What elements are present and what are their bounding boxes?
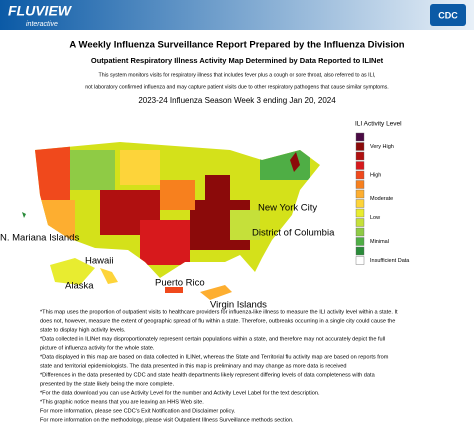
footnote: For more information, please see CDC's E…	[40, 408, 236, 414]
virgin-islands	[200, 285, 232, 300]
map-label: N. Mariana Islands	[0, 233, 79, 244]
footnote: picture of influenza activity for the wh…	[40, 345, 155, 351]
new-england	[290, 152, 300, 172]
legend-swatch	[355, 218, 365, 227]
legend-swatch	[355, 199, 365, 208]
title: A Weekly Influenza Surveillance Report P…	[69, 40, 404, 51]
map-label: Puerto Rico	[155, 278, 205, 289]
logo: FLUVIEW	[8, 3, 73, 19]
map-label: New York City	[258, 203, 317, 214]
legend-swatch	[355, 189, 365, 199]
header-bar	[0, 0, 474, 30]
mariana	[22, 212, 26, 218]
legend-swatch	[355, 161, 365, 170]
footnote: *For the data download you can use Activ…	[40, 390, 320, 396]
map-label: Virgin Islands	[210, 300, 267, 311]
footnote: state to display high activity levels.	[40, 327, 126, 333]
map-label: District of Columbia	[252, 228, 335, 239]
legend-label: High	[370, 172, 381, 178]
legend-swatch	[355, 256, 365, 265]
footnote: state and territorial epidemiologists. T…	[40, 363, 346, 369]
legend-swatch	[355, 180, 365, 189]
footnote: For more information on the methodology,…	[40, 417, 294, 423]
footnote: *This map uses the proportion of outpati…	[40, 309, 398, 315]
cdc-text: CDC	[438, 10, 458, 20]
puerto-rico	[165, 287, 183, 293]
legend-label: Moderate	[370, 196, 393, 202]
alaska	[50, 258, 95, 285]
logo-sub: interactive	[26, 21, 58, 28]
hawaii	[100, 268, 118, 284]
legend-label: Insufficient Data	[370, 258, 410, 264]
legend-swatch	[355, 142, 365, 151]
map-label: Hawaii	[85, 256, 114, 267]
description: This system monitors visits for respirat…	[98, 72, 375, 78]
subtitle: Outpatient Respiratory Illness Activity …	[91, 56, 384, 65]
legend-label: Minimal	[370, 239, 389, 245]
legend-label: Very High	[370, 144, 394, 150]
footnote: *This graphic notice means that you are …	[40, 399, 204, 405]
cdc-logo[interactable]	[430, 4, 466, 26]
footnote: presented by the state likely being the …	[40, 381, 174, 387]
footnote: *Data collected in ILINet may disproport…	[40, 336, 385, 342]
legend-swatch	[355, 227, 365, 237]
map-label: Alaska	[65, 281, 94, 292]
season: 2023-24 Influenza Season Week 3 ending J…	[138, 96, 336, 105]
legend-swatch	[355, 246, 365, 256]
legend-swatch	[355, 237, 365, 246]
legend-swatch	[355, 208, 365, 218]
legend-title: ILI Activity Level	[355, 121, 402, 128]
legend-label: Low	[370, 215, 380, 221]
footnote: does not, however, measure the extent of…	[40, 318, 395, 324]
footnote: *Differences in the data presented by CD…	[40, 372, 376, 378]
legend-swatch	[355, 132, 365, 142]
footnote: *Data displayed in this map are based on…	[40, 354, 389, 360]
legend-swatch	[355, 170, 365, 180]
description: not laboratory confirmed influenza and m…	[85, 84, 389, 90]
legend-swatch	[355, 151, 365, 161]
